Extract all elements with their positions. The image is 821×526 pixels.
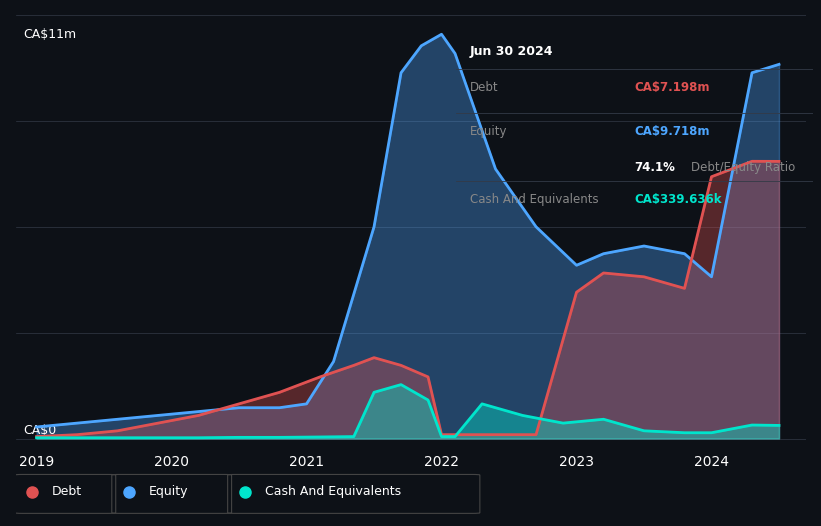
Text: Cash And Equivalents: Cash And Equivalents [470,193,599,206]
Text: Jun 30 2024: Jun 30 2024 [470,45,553,58]
Text: CA$11m: CA$11m [23,28,76,41]
Text: CA$9.718m: CA$9.718m [635,125,709,138]
Text: CA$339.636k: CA$339.636k [635,193,722,206]
Text: Cash And Equivalents: Cash And Equivalents [264,485,401,498]
Text: Debt/Equity Ratio: Debt/Equity Ratio [691,161,796,174]
Text: Equity: Equity [470,125,507,138]
Text: Debt: Debt [52,485,82,498]
Text: CA$0: CA$0 [23,423,57,437]
Text: Debt: Debt [470,81,498,94]
Text: CA$7.198m: CA$7.198m [635,81,709,94]
Text: 74.1%: 74.1% [635,161,675,174]
Text: Equity: Equity [149,485,188,498]
